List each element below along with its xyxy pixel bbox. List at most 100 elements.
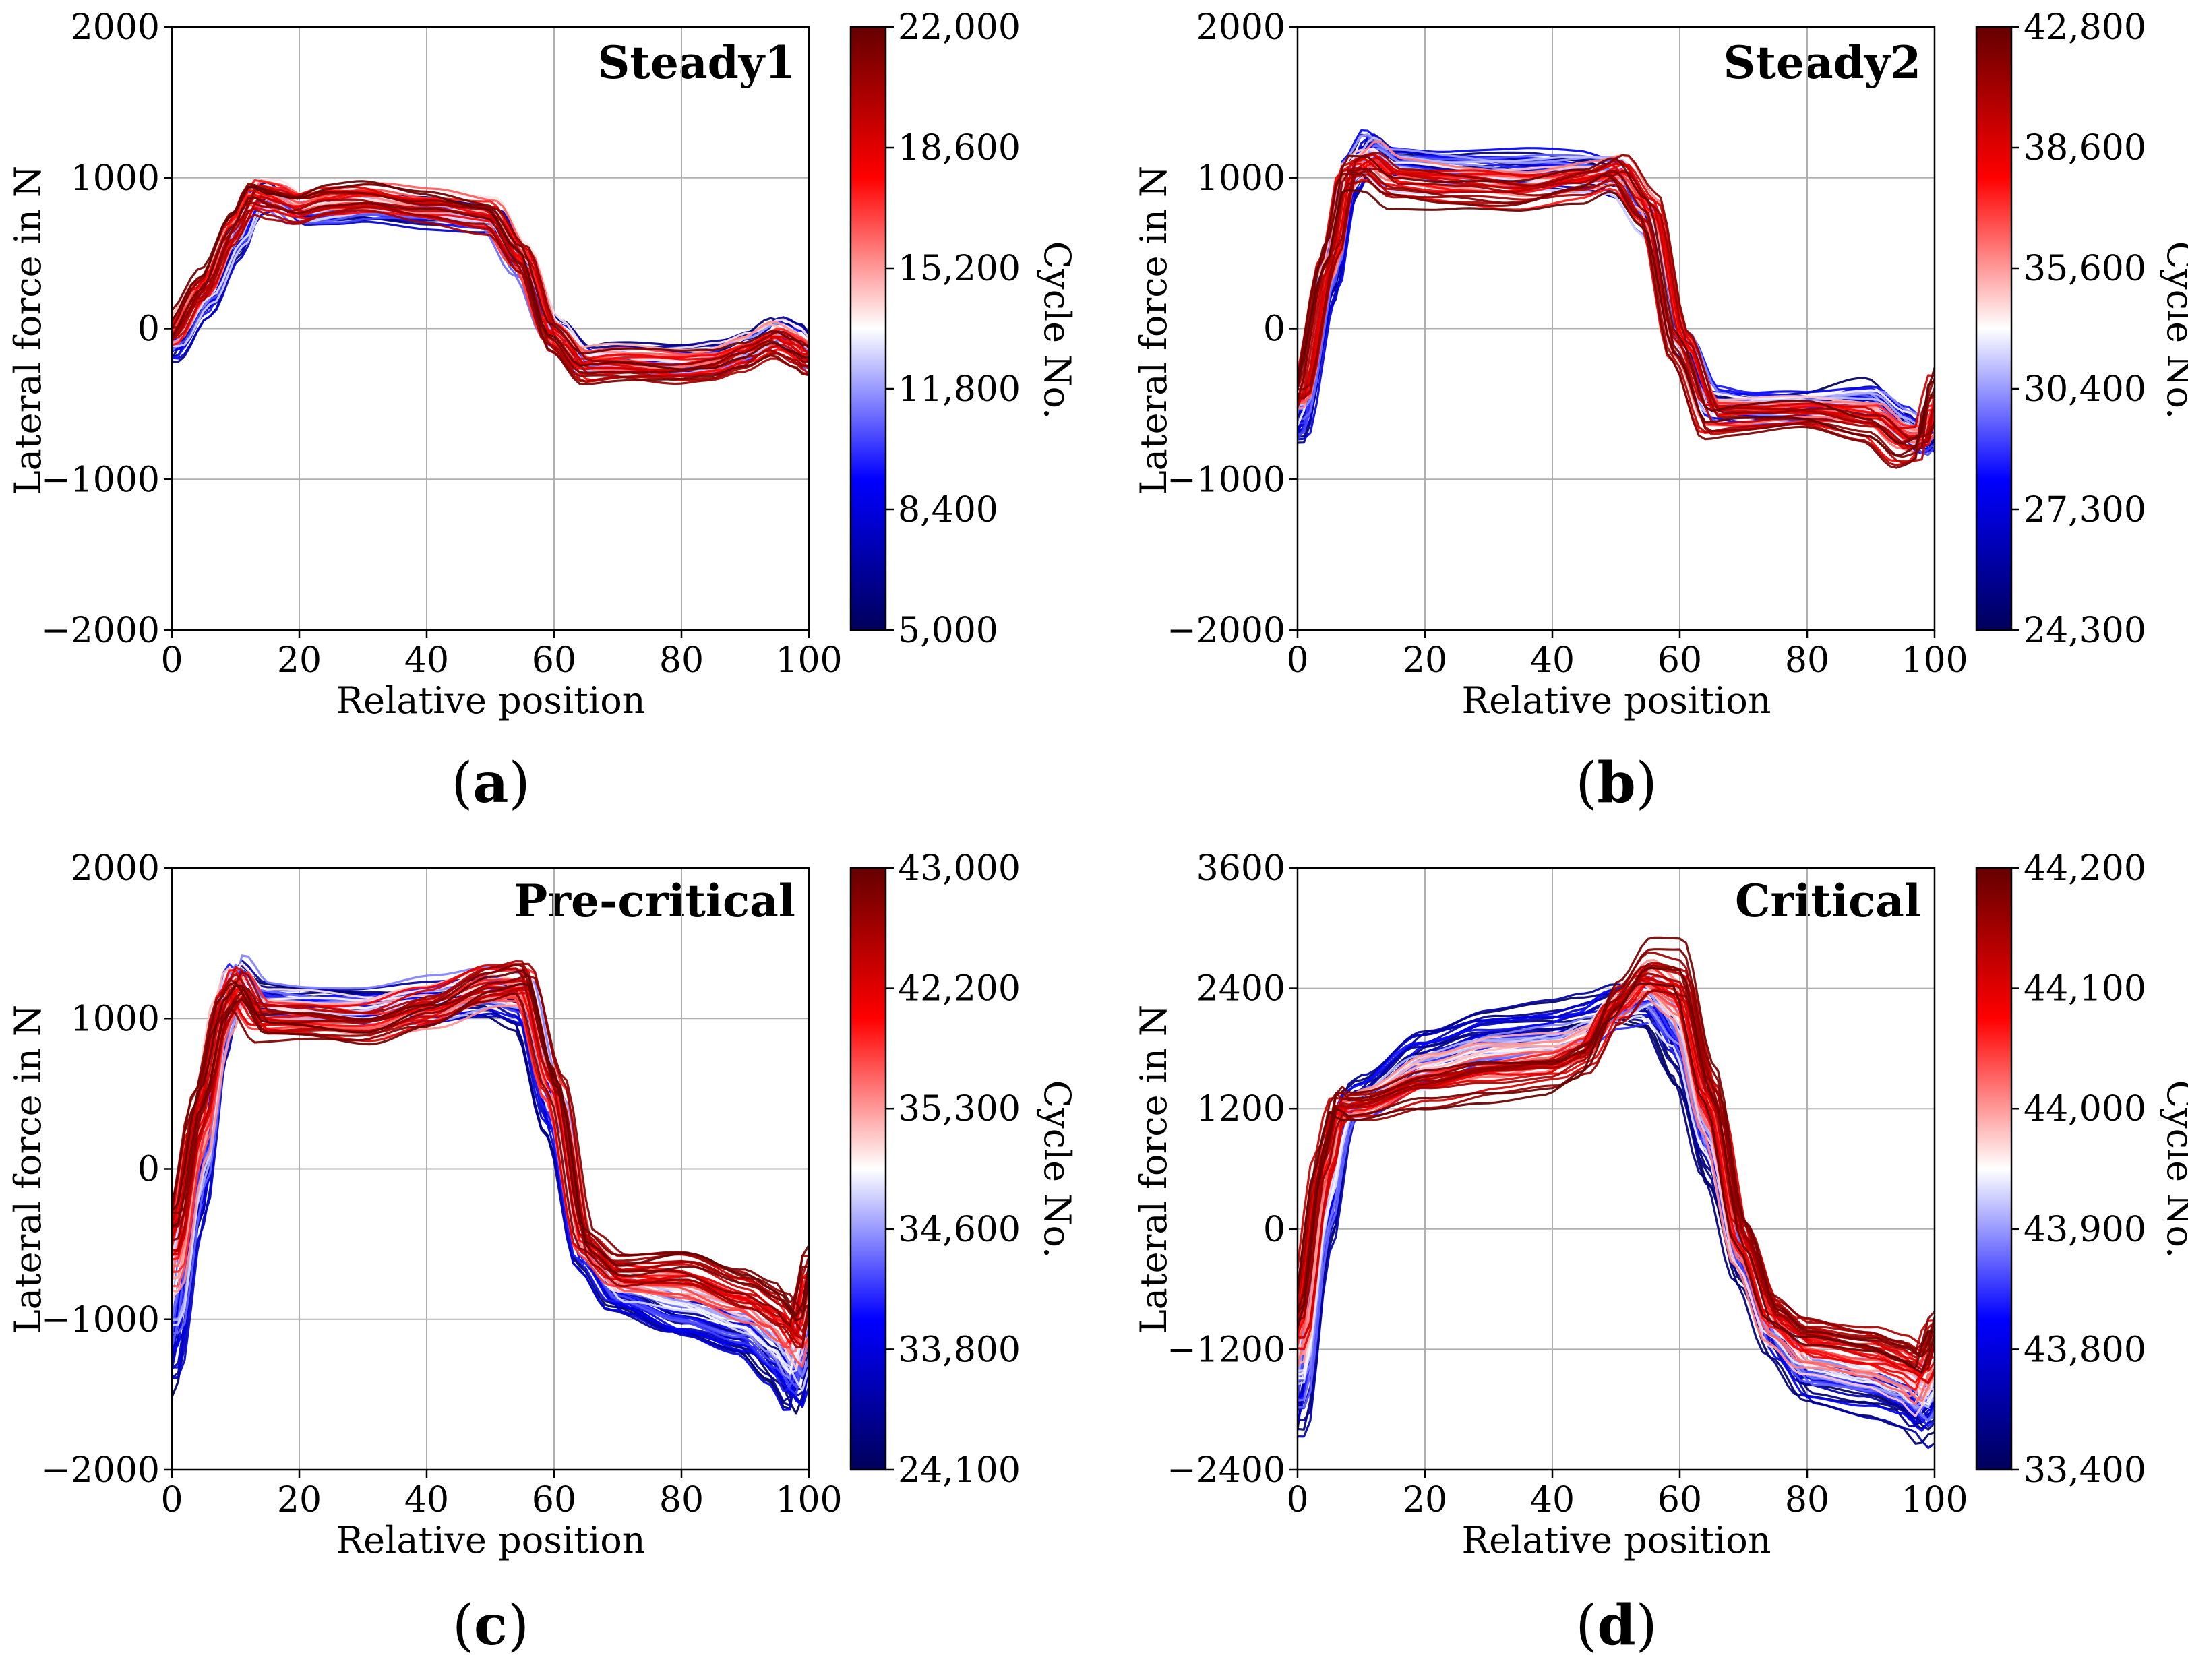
series-line [1298,967,1935,1353]
colorbar-tick-label: 35,300 [898,1089,1021,1129]
series-line [1298,189,1935,457]
colorbar-label: Cycle No. [2159,1080,2188,1258]
series-lines [172,177,809,385]
series-line [1298,977,1935,1359]
series-line [1298,986,1935,1380]
x-tick-label: 40 [1530,640,1575,681]
x-tick-label: 100 [775,1480,842,1520]
y-tick-label: −1000 [41,460,160,500]
y-tick-label: 1000 [71,999,160,1039]
series-line [1298,966,1935,1374]
y-axis-label: Lateral force in N [1132,1005,1175,1334]
y-axis-label: Lateral force in N [7,166,49,495]
series-lines [1298,129,1935,469]
colorbar-tick-label: 38,600 [2024,128,2146,168]
x-axis-label: Relative position [1462,679,1771,722]
x-tick-label: 40 [404,1480,449,1520]
y-tick-label: 1000 [1196,158,1285,199]
x-tick-label: 0 [1286,1480,1308,1520]
colorbar-tick-label: 43,800 [2024,1330,2146,1370]
y-tick-label: 2400 [1196,969,1285,1009]
y-tick-label: 0 [138,1150,160,1190]
colorbar-tick-label: 22,000 [898,7,1021,48]
x-tick-label: 100 [1901,640,1968,681]
x-tick-label: 0 [160,640,183,681]
series-line [172,992,809,1327]
x-tick-label: 20 [277,640,322,681]
series-line [1298,988,1935,1382]
series-line [172,990,809,1374]
series-line [1298,974,1935,1355]
colorbar-frame [1975,26,2013,631]
colorbar-tick-label: 42,200 [898,969,1021,1009]
colorbar-frame [849,867,887,1471]
y-tick-label: −2400 [1167,1450,1285,1491]
series-line [1298,982,1935,1369]
colorbar-tick-label: 44,200 [2024,848,2146,889]
series-line [1298,972,1935,1357]
colorbar-tick-label: 33,400 [2024,1450,2146,1491]
colorbar [1976,27,2011,630]
colorbar-tick-label: 15,200 [898,249,1021,289]
colorbar-label: Cycle No. [2159,241,2188,419]
colorbar-tick-label: 30,400 [2024,369,2146,410]
series-line [172,180,809,371]
colorbar-label: Cycle No. [1036,241,1078,419]
colorbar-tick-label: 35,600 [2024,249,2146,289]
y-tick-label: 1200 [1196,1089,1285,1129]
y-tick-label: −2000 [41,611,160,651]
y-tick-label: −2000 [41,1450,160,1491]
series-line [172,985,809,1340]
colorbar [1976,868,2011,1470]
colorbar [851,868,886,1470]
y-axis-label: Lateral force in N [7,1005,49,1334]
series-line [1298,168,1935,448]
series-line [1298,991,1935,1378]
y-tick-label: 2000 [71,7,160,48]
x-tick-label: 0 [160,1480,183,1520]
colorbar-tick-label: 34,600 [898,1210,1021,1250]
y-tick-label: 3600 [1196,848,1285,889]
colorbar-tick-label: 11,800 [898,369,1021,410]
series-line [172,962,809,1333]
series-line [1298,981,1935,1383]
y-tick-label: 2000 [1196,7,1285,48]
x-tick-label: 80 [1785,1480,1829,1520]
series-line [172,983,809,1321]
x-tick-label: 0 [1286,640,1308,681]
series-line [1298,989,1935,1371]
x-tick-label: 20 [277,1480,322,1520]
colorbar-tick-label: 43,000 [898,848,1021,889]
x-tick-label: 60 [532,1480,576,1520]
panel-title: Critical [1735,875,1921,927]
series-line [172,978,809,1383]
panel-a: Steady1 0 20 40 60 80 100 2000 1000 0 −1000 −2000 2… [7,7,1078,815]
colorbar-tick-label: 24,100 [898,1450,1021,1491]
series-line [1298,977,1935,1384]
panel-title: Pre-critical [514,875,795,927]
series-line [1298,975,1935,1384]
series-line [1298,983,1935,1417]
colorbar-label: Cycle No. [1036,1080,1078,1258]
series-line [1298,978,1935,1375]
colorbar-tick-label: 5,000 [898,611,998,651]
y-tick-label: −1000 [41,1300,160,1340]
x-tick-label: 100 [1901,1480,1968,1520]
colorbar-tick-label: 18,600 [898,128,1021,168]
colorbar-tick-label: 43,900 [2024,1210,2146,1250]
series-lines [1298,936,1935,1450]
subplot-label: (d) [1575,1593,1657,1658]
colorbar [851,27,886,630]
series-line [172,209,809,381]
series-line [172,963,809,1303]
series-line [1298,168,1935,458]
plot-area: 0 20 40 60 80 100 3600 2400 1200 0 −1200 −2400 44,20… [1167,848,2146,1520]
series-line [172,970,809,1317]
x-tick-label: 80 [1785,640,1829,681]
series-line [1298,979,1935,1364]
plot-area: 0 20 40 60 80 100 2000 1000 0 −1000 −2000 42,800 38,… [1167,7,2146,681]
x-tick-label: 60 [532,640,576,681]
axes-frame [1296,867,1936,1471]
x-tick-label: 60 [1658,1480,1702,1520]
y-tick-label: 0 [1263,1210,1285,1250]
